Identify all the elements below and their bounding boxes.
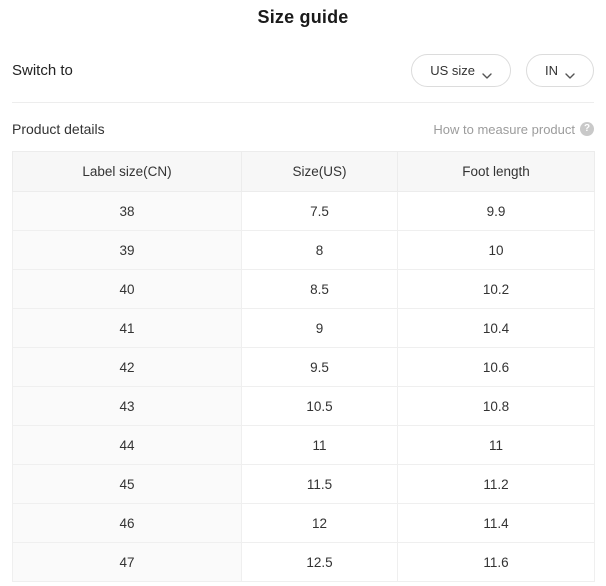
cell-foot-length: 11	[397, 425, 595, 465]
column-header-size-us: Size(US)	[241, 151, 398, 192]
how-to-measure-text: How to measure product	[433, 121, 575, 137]
product-details-label: Product details	[12, 121, 105, 137]
cell-foot-length: 10.2	[397, 269, 595, 309]
cell-foot-length: 10.4	[397, 308, 595, 348]
chevron-down-icon	[482, 67, 492, 79]
size-table: Label size(CN) Size(US) Foot length 38 7.…	[12, 151, 595, 582]
cell-size-us: 8	[241, 230, 398, 270]
cell-size-us: 9.5	[241, 347, 398, 387]
column-header-label-size: Label size(CN)	[12, 151, 242, 192]
table-row: 41 9 10.4	[12, 308, 595, 348]
table-row: 40 8.5 10.2	[12, 269, 595, 309]
product-details-row: Product details How to measure product ?	[12, 117, 594, 141]
cell-label-size-cn: 38	[12, 191, 242, 231]
cell-size-us: 11	[241, 425, 398, 465]
table-row: 44 11 11	[12, 425, 595, 465]
cell-foot-length: 9.9	[397, 191, 595, 231]
cell-foot-length: 11.4	[397, 503, 595, 543]
cell-label-size-cn: 43	[12, 386, 242, 426]
switch-to-label: Switch to	[12, 61, 73, 79]
cell-label-size-cn: 41	[12, 308, 242, 348]
cell-label-size-cn: 40	[12, 269, 242, 309]
cell-size-us: 10.5	[241, 386, 398, 426]
table-row: 47 12.5 11.6	[12, 542, 595, 582]
cell-size-us: 7.5	[241, 191, 398, 231]
cell-size-us: 8.5	[241, 269, 398, 309]
unit-dropdown[interactable]: IN	[526, 53, 594, 87]
column-header-foot-length: Foot length	[397, 151, 595, 192]
cell-label-size-cn: 39	[12, 230, 242, 270]
dropdown-group: US size IN	[411, 53, 594, 87]
cell-foot-length: 10	[397, 230, 595, 270]
page-title: Size guide	[257, 7, 349, 27]
table-row: 43 10.5 10.8	[12, 386, 595, 426]
chevron-down-icon	[565, 67, 575, 79]
size-standard-value: US size	[430, 62, 475, 78]
unit-value: IN	[545, 62, 558, 78]
switch-row: Switch to US size IN	[12, 53, 594, 87]
cell-label-size-cn: 47	[12, 542, 242, 582]
cell-label-size-cn: 46	[12, 503, 242, 543]
table-row: 46 12 11.4	[12, 503, 595, 543]
table-row: 42 9.5 10.6	[12, 347, 595, 387]
size-table-header-row: Label size(CN) Size(US) Foot length	[12, 151, 595, 192]
cell-foot-length: 11.6	[397, 542, 595, 582]
cell-size-us: 9	[241, 308, 398, 348]
table-row: 38 7.5 9.9	[12, 191, 595, 231]
table-row: 45 11.5 11.2	[12, 464, 595, 504]
cell-size-us: 11.5	[241, 464, 398, 504]
how-to-measure-link[interactable]: How to measure product ?	[433, 122, 594, 137]
size-standard-dropdown[interactable]: US size	[411, 53, 511, 87]
size-table-body: 38 7.5 9.9 39 8 10 40 8.5 10.2 41 9 10.4 42 9.5 10.6 43…	[12, 191, 595, 582]
cell-size-us: 12.5	[241, 542, 398, 582]
cell-foot-length: 10.8	[397, 386, 595, 426]
cell-foot-length: 10.6	[397, 347, 595, 387]
question-mark-icon[interactable]: ?	[580, 122, 594, 136]
cell-label-size-cn: 44	[12, 425, 242, 465]
cell-size-us: 12	[241, 503, 398, 543]
table-row: 39 8 10	[12, 230, 595, 270]
cell-label-size-cn: 45	[12, 464, 242, 504]
cell-foot-length: 11.2	[397, 464, 595, 504]
cell-label-size-cn: 42	[12, 347, 242, 387]
section-divider	[12, 102, 594, 103]
